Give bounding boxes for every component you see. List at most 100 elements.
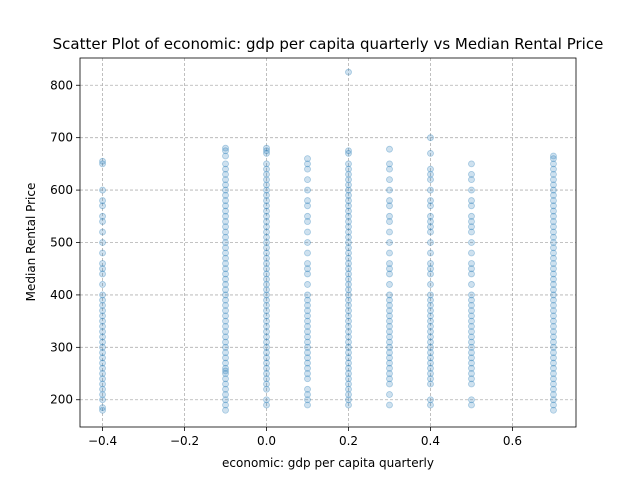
scatter-point (263, 270, 270, 278)
scatter-point (99, 186, 106, 194)
scatter-point (427, 223, 434, 231)
scatter-point (550, 307, 557, 315)
scatter-point (386, 291, 393, 299)
scatter-point (386, 260, 393, 267)
scatter-point (222, 328, 229, 336)
scatter-point (99, 380, 106, 388)
scatter-point (263, 260, 270, 267)
y-tick-label: 700 (50, 131, 73, 145)
scatter-point (386, 145, 393, 153)
scatter-point (345, 401, 352, 409)
scatter-point (345, 370, 352, 377)
scatter-point (263, 364, 270, 372)
scatter-point (427, 186, 434, 194)
scatter-point (345, 338, 352, 346)
scatter-point (99, 260, 106, 267)
scatter-point (345, 275, 352, 283)
scatter-point (263, 343, 270, 351)
scatter-point (304, 165, 311, 173)
scatter-point (99, 307, 106, 315)
scatter-point (550, 281, 557, 288)
scatter-point (345, 68, 352, 76)
scatter-point (304, 317, 311, 325)
scatter-point (427, 270, 434, 278)
scatter-point (427, 176, 434, 184)
scatter-point (263, 396, 270, 404)
scatter-point (345, 181, 352, 189)
scatter-point (550, 354, 557, 362)
scatter-point (345, 233, 352, 241)
scatter-point (99, 296, 106, 304)
scatter-point (345, 301, 352, 309)
scatter-point (427, 149, 434, 157)
scatter-point (386, 239, 393, 246)
scatter-point (427, 338, 434, 346)
scatter-point (427, 239, 434, 246)
scatter-point (222, 396, 229, 404)
scatter-point (263, 291, 270, 299)
scatter-point (222, 270, 229, 278)
scatter-point (345, 349, 352, 356)
scatter-point (550, 296, 557, 304)
scatter-point (304, 312, 311, 320)
scatter-point (345, 385, 352, 393)
scatter-point (99, 328, 106, 336)
scatter-point (263, 207, 270, 215)
scatter-point (427, 291, 434, 299)
scatter-point (304, 401, 311, 409)
scatter-point (222, 370, 229, 377)
scatter-point (304, 228, 311, 236)
scatter-point (386, 317, 393, 325)
scatter-point (427, 218, 434, 225)
scatter-point (263, 176, 270, 184)
scatter-point (345, 343, 352, 351)
scatter-point (263, 160, 270, 168)
scatter-point (304, 186, 311, 194)
scatter-point (263, 223, 270, 231)
scatter-point (427, 307, 434, 315)
scatter-point (263, 186, 270, 194)
scatter-point (468, 265, 475, 273)
scatter-point (99, 322, 106, 330)
scatter-point (386, 391, 393, 398)
scatter-point (550, 197, 557, 204)
scatter-point (304, 364, 311, 372)
scatter-point (99, 218, 106, 225)
scatter-point (345, 223, 352, 231)
scatter-point (345, 296, 352, 304)
scatter-point (222, 249, 229, 257)
scatter-point (386, 364, 393, 372)
scatter-point (386, 176, 393, 184)
scatter-point (304, 385, 311, 393)
scatter-point (550, 333, 557, 341)
scatter-point (263, 385, 270, 393)
scatter-point (550, 328, 557, 336)
x-tick-label: −0.4 (88, 434, 117, 448)
scatter-point (386, 322, 393, 330)
scatter-point (550, 170, 557, 178)
scatter-point (345, 333, 352, 341)
scatter-point (222, 380, 229, 388)
y-axis: 200 300 400 500 600 700 800 (50, 78, 80, 407)
scatter-point (345, 286, 352, 294)
scatter-point (263, 147, 270, 155)
scatter-point (222, 322, 229, 330)
scatter-point (386, 301, 393, 309)
scatter-point (345, 281, 352, 288)
scatter-point (427, 401, 434, 409)
scatter-point (345, 249, 352, 257)
y-tick-label: 300 (50, 340, 73, 354)
scatter-point (427, 328, 434, 336)
scatter-point (550, 349, 557, 356)
scatter-point (99, 406, 106, 414)
scatter-point (263, 197, 270, 204)
scatter-point (550, 301, 557, 309)
grid-lines (80, 58, 576, 427)
scatter-point (550, 249, 557, 257)
x-axis-label: economic: gdp per capita quarterly (222, 456, 434, 470)
scatter-point (386, 380, 393, 388)
scatter-point (345, 160, 352, 168)
scatter-point (263, 218, 270, 225)
scatter-point (304, 307, 311, 315)
